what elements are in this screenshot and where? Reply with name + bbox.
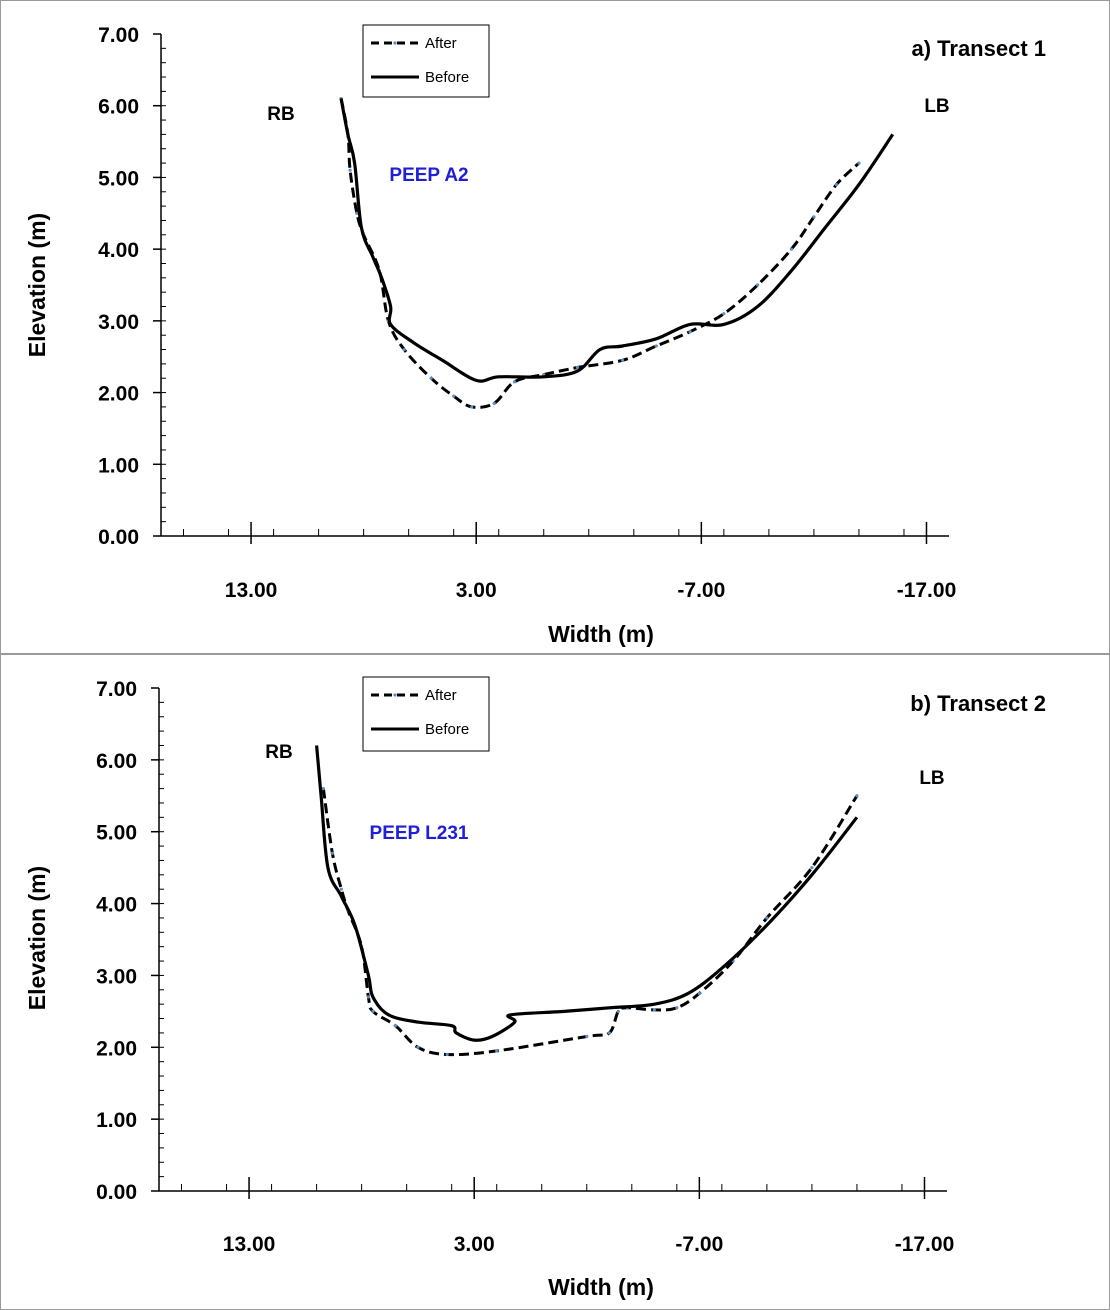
data-point-after [512,380,517,384]
data-point-after [834,183,839,187]
data-point-after [756,283,760,287]
data-point-after [492,401,496,405]
x-tick-label: 3.00 [456,579,497,602]
y-tick-label: 3.00 [96,965,137,988]
data-point-after [366,995,370,999]
y-tick-label: 1.00 [98,454,139,477]
x-tick-label: 13.00 [223,1233,276,1256]
data-point-after [722,312,726,316]
right-bank-label: RB [267,104,294,125]
data-point-after [810,866,814,870]
legend-box [362,676,490,752]
x-tick-label: -7.00 [675,1233,723,1256]
left-bank-label: LB [919,768,944,789]
legend-box [362,24,490,98]
y-tick-label: 0.00 [98,526,139,549]
y-tick-label: 6.00 [98,96,139,119]
data-point-after [607,1031,611,1035]
chart-title: b) Transect 2 [910,691,1046,716]
y-tick-label: 4.00 [98,239,139,262]
transect-1-chart: 0.00 1.00 2.00 3.00 4.00 5.00 6.00 7.00 13.00 3.0… [24,24,1046,647]
x-tick-label: -17.00 [895,1233,955,1256]
legend-label: After [425,687,457,704]
data-point-after [765,916,769,920]
data-point-after [429,376,433,380]
data-point-after [688,330,692,334]
data-point-after [585,1034,589,1039]
data-point-after [697,991,701,995]
x-axis-title: Width (m) [548,621,654,647]
data-point-after [445,1052,449,1057]
x-axis-title: Width (m) [548,1274,654,1300]
y-tick-label: 2.00 [98,383,139,406]
chart-title: a) Transect 1 [911,36,1046,61]
data-point-after [452,394,456,398]
data-point-after [812,215,816,219]
chart-panel-transect-2: 0.00 1.00 2.00 3.00 4.00 5.00 6.00 7.00 13.00 3.0… [0,654,1110,1310]
site-label: PEEP L231 [370,823,469,844]
y-tick-label: 3.00 [98,311,139,334]
data-point-after [855,794,859,798]
x-tick-label: -7.00 [677,579,725,602]
data-point-after [416,1045,420,1049]
legend-marker [393,693,397,697]
data-point-after [675,1006,679,1010]
data-point-after [857,161,861,165]
y-tick-label: 6.00 [96,750,137,773]
x-tick-label: 3.00 [454,1233,495,1256]
legend-marker [393,41,397,45]
data-point-after [495,1049,499,1053]
x-tick-label: 13.00 [225,579,278,602]
series-line-after [339,98,860,409]
left-bank-label: LB [924,96,949,117]
y-axis-title: Elevation (m) [24,213,50,357]
y-tick-label: 5.00 [96,822,137,845]
y-tick-label: 0.00 [96,1181,137,1204]
x-tick-label: -17.00 [897,579,957,602]
y-tick-label: 4.00 [96,894,137,917]
data-point-after [789,247,794,251]
right-bank-label: RB [265,742,292,763]
data-point-after [616,1009,620,1013]
data-point-after [321,787,325,791]
data-point-after [575,365,580,370]
y-tick-label: 5.00 [98,167,139,190]
chart-panel-transect-1: 0.00 1.00 2.00 3.00 4.00 5.00 6.00 7.00 13.00 3.0… [0,0,1110,654]
y-axis-title: Elevation (m) [24,866,50,1010]
legend-label: Before [425,69,469,86]
data-point-after [371,1009,375,1013]
data-point-after [620,358,625,362]
series-line-before [315,745,859,1042]
legend-label: Before [425,721,469,738]
y-tick-label: 7.00 [98,24,139,47]
y-tick-label: 7.00 [96,678,137,701]
data-point-after [355,211,359,215]
data-point-after [652,1008,656,1012]
legend-label: After [425,35,457,52]
transect-2-chart: 0.00 1.00 2.00 3.00 4.00 5.00 6.00 7.00 13.00 3.0… [24,676,1046,1300]
y-tick-label: 1.00 [96,1109,137,1132]
data-point-after [654,344,658,348]
site-label: PEEP A2 [389,165,468,186]
series-line-before [339,98,895,383]
data-point-after [393,1024,397,1028]
data-point-after [330,851,334,855]
data-point-after [348,168,352,172]
data-point-after [402,347,406,352]
data-point-after [339,887,343,891]
data-point-after [470,405,474,409]
y-tick-label: 2.00 [96,1037,137,1060]
